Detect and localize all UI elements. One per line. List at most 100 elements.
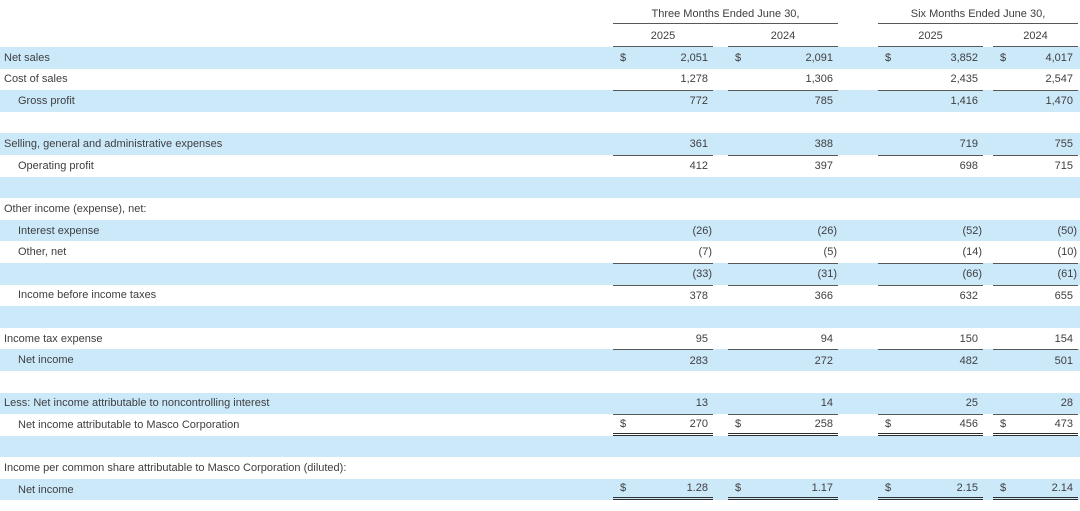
value-cell: 2,435 (878, 69, 983, 91)
value: 94 (820, 332, 833, 345)
table-row: Income per common share attributable to … (0, 457, 1080, 479)
row-label: Net sales (4, 51, 50, 64)
value: 4,017 (1045, 51, 1073, 64)
value-cell (613, 457, 713, 479)
row-label: Less: Net income attributable to noncont… (4, 397, 270, 410)
value-cell: 1,470 (993, 90, 1078, 112)
currency-symbol: $ (620, 417, 627, 430)
value: 412 (689, 160, 708, 173)
value: 1.28 (686, 482, 708, 495)
value-cell: (5) (728, 241, 838, 263)
value-cell: 1,278 (613, 69, 713, 91)
value-cell: $4,017 (993, 47, 1078, 69)
column-group-header-row: Three Months Ended June 30, Six Months E… (0, 0, 1080, 24)
value-cell: 283 (613, 349, 713, 371)
value-cell: (50) (993, 220, 1078, 242)
value-cell (613, 198, 713, 220)
value-cell (878, 198, 983, 220)
row-label: Gross profit (18, 94, 75, 107)
row-label: Net income (18, 354, 74, 367)
value-cell: 366 (728, 284, 838, 307)
value-cell: 94 (728, 328, 838, 350)
currency-symbol: $ (885, 51, 892, 64)
table-row: Net income 283 272 482 501 (0, 349, 1080, 371)
year-header: 2024 (728, 30, 838, 47)
year-header: 2024 (993, 30, 1078, 47)
value-cell: (52) (878, 220, 983, 242)
value-cell: (33) (613, 262, 713, 285)
year-header: 2025 (878, 30, 983, 47)
value-cell (993, 371, 1078, 393)
value: (5) (823, 246, 837, 259)
value: 2.15 (956, 482, 978, 495)
currency-symbol: $ (1000, 417, 1007, 430)
currency-symbol: $ (620, 482, 627, 495)
row-label: Operating profit (18, 159, 94, 172)
value: 2.14 (1051, 482, 1073, 495)
value-cell: $2,051 (613, 47, 713, 69)
value: 28 (1060, 397, 1073, 410)
row-label: Other income (expense), net: (4, 202, 147, 215)
value-cell: $1.28 (613, 479, 713, 501)
row-label: Net income (18, 483, 74, 496)
value-cell: 655 (993, 284, 1078, 307)
value-cell: $270 (613, 414, 713, 436)
year-header-row: 2025 2024 2025 2024 (0, 24, 1080, 47)
value: 14 (820, 397, 833, 410)
value-cell (993, 198, 1078, 220)
value-cell: (66) (878, 262, 983, 285)
value-cell (993, 177, 1078, 199)
value-cell (613, 371, 713, 393)
value-cell: 397 (728, 154, 838, 177)
currency-symbol: $ (1000, 51, 1007, 64)
value-cell: 2,547 (993, 69, 1078, 91)
value: 272 (814, 354, 833, 367)
value-cell: (14) (878, 241, 983, 263)
value: 378 (689, 289, 708, 302)
value: 2,547 (1045, 73, 1073, 86)
value: (31) (817, 268, 837, 281)
row-label: Interest expense (18, 224, 100, 237)
row-label: Other, net (18, 246, 67, 259)
value-cell: (61) (993, 262, 1078, 285)
value-cell: 154 (993, 328, 1078, 350)
value: 150 (959, 332, 978, 345)
value-cell: 361 (613, 133, 713, 155)
value-cell: $2,091 (728, 47, 838, 69)
value-cell: $473 (993, 414, 1078, 436)
table-row: Selling, general and administrative expe… (0, 133, 1080, 155)
table-row: Net income attributable to Masco Corpora… (0, 414, 1080, 436)
value-cell: 388 (728, 133, 838, 155)
value: 1.17 (811, 482, 833, 495)
value-cell (878, 436, 983, 458)
value-cell: 378 (613, 284, 713, 307)
value-cell: 25 (878, 393, 983, 415)
value: (10) (1057, 246, 1077, 259)
value-cell: 772 (613, 90, 713, 112)
value: 632 (959, 289, 978, 302)
value: (26) (692, 224, 712, 237)
currency-symbol: $ (735, 51, 742, 64)
value: 482 (959, 354, 978, 367)
value-cell (878, 371, 983, 393)
table-row (0, 112, 1080, 134)
value: 13 (695, 397, 708, 410)
value: 361 (689, 138, 708, 151)
value-cell (613, 112, 713, 134)
table-row (0, 176, 1080, 199)
row-label: Net income attributable to Masco Corpora… (18, 418, 240, 431)
value-cell: 715 (993, 154, 1078, 177)
value: 2,091 (805, 51, 833, 64)
value: 785 (814, 95, 833, 108)
value: 1,416 (950, 95, 978, 108)
value-cell (728, 436, 838, 458)
value: (14) (962, 246, 982, 259)
value: 1,306 (805, 73, 833, 86)
value-cell (728, 371, 838, 393)
value: 698 (959, 160, 978, 173)
value: (33) (692, 268, 712, 281)
value-cell: 755 (993, 133, 1078, 155)
currency-symbol: $ (735, 482, 742, 495)
value-cell: (26) (613, 220, 713, 242)
